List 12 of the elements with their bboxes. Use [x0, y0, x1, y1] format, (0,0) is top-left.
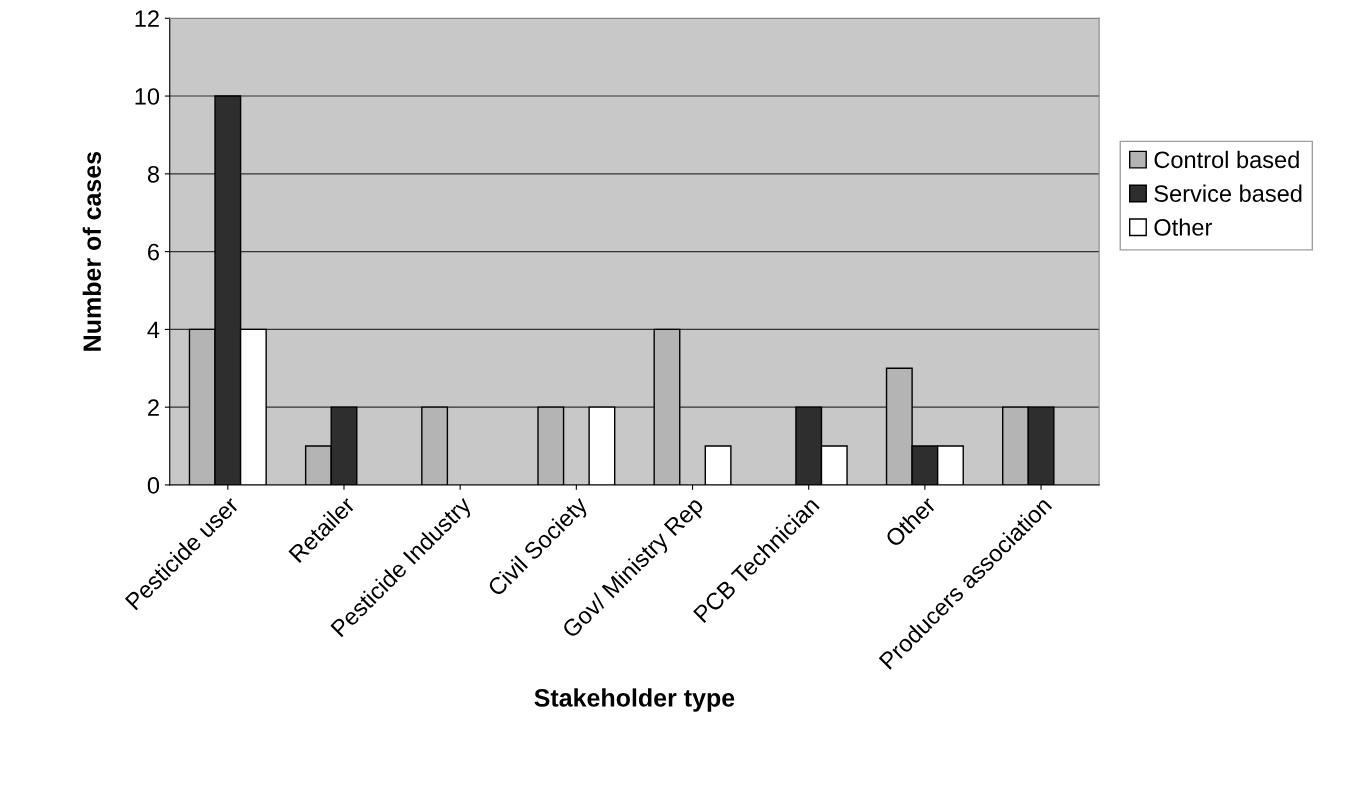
y-tick-label: 0	[147, 477, 160, 494]
y-tick-label: 10	[135, 88, 160, 105]
x-axis-title: Stakeholder type	[534, 688, 735, 712]
y-axis-title: Number of cases	[82, 151, 102, 351]
y-tick-label: 8	[147, 165, 159, 183]
y-tick-label: 2	[148, 399, 159, 416]
y-tick-label: 4	[147, 321, 160, 338]
y-tick-label: 6	[148, 243, 159, 261]
legend-label: Other	[1154, 218, 1212, 236]
legend-label: Control based	[1154, 150, 1299, 169]
legend-label: Service based	[1154, 184, 1302, 202]
y-tick-label: 12	[135, 10, 159, 27]
